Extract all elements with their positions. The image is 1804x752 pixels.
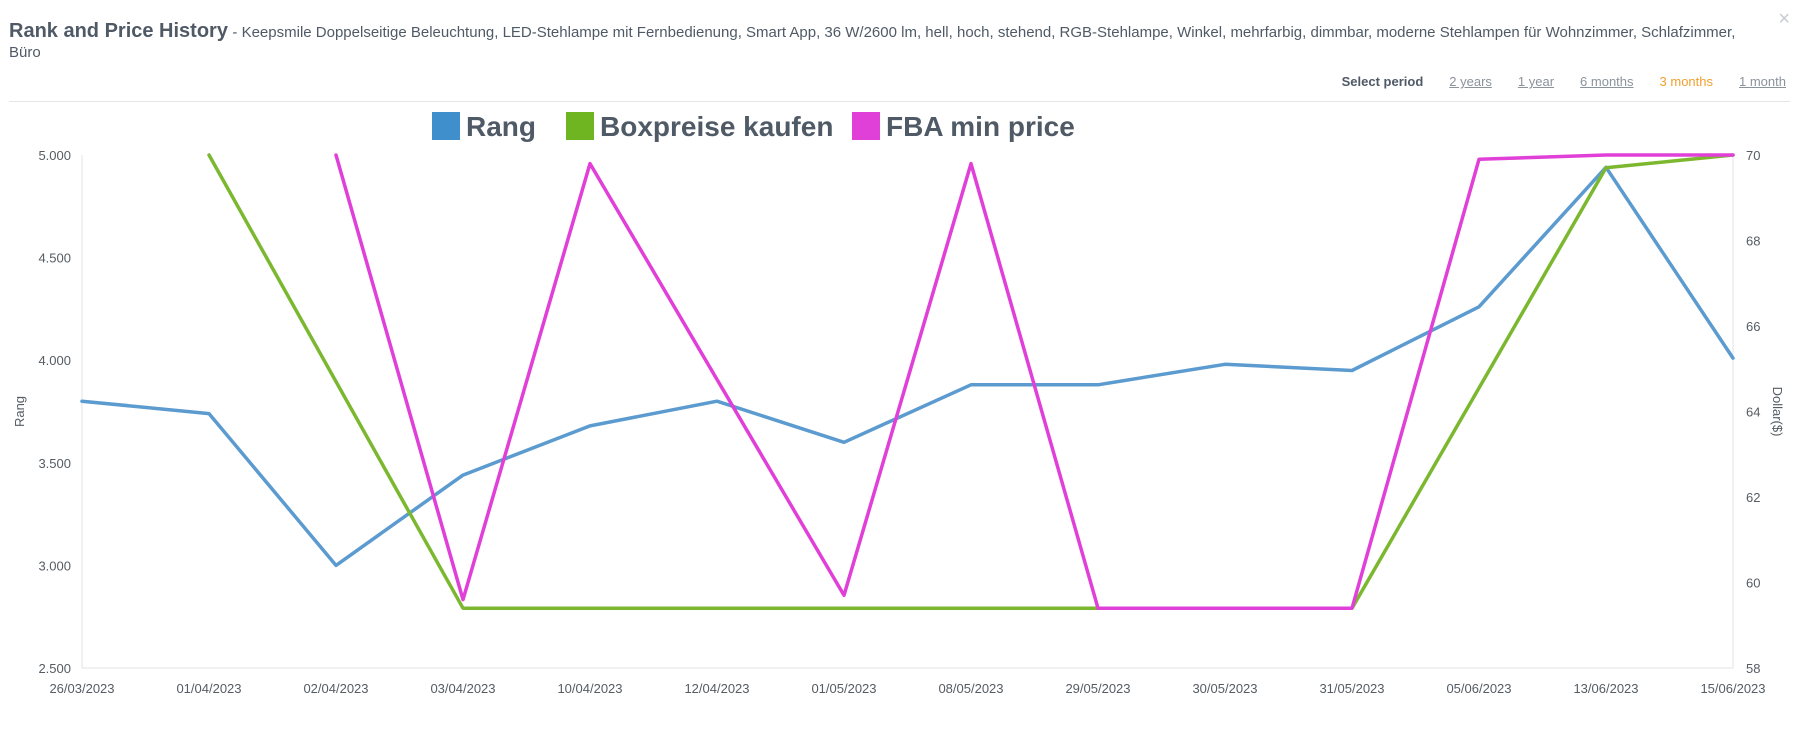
y-left-axis-label: Rang [12,396,27,427]
y-left-tick-label: 3.000 [38,558,71,573]
x-tick-label: 03/04/2023 [430,681,495,696]
x-tick-label: 26/03/2023 [49,681,114,696]
legend-swatch-3 [852,112,880,140]
x-tick-label: 05/06/2023 [1446,681,1511,696]
x-tick-label: 08/05/2023 [938,681,1003,696]
y-right-tick-label: 70 [1746,148,1760,163]
series-line-1 [80,165,1735,568]
close-icon[interactable]: × [1778,8,1790,30]
y-left-tick-label: 2.500 [38,661,71,676]
legend-swatch-1 [432,112,460,140]
x-tick-label: 01/04/2023 [176,681,241,696]
period-label: Select period [1341,74,1424,89]
y-right-tick-label: 58 [1746,661,1760,676]
period-option-2-years[interactable]: 2 years [1449,74,1492,89]
x-tick-label: 10/04/2023 [557,681,622,696]
header: Rank and Price History - Keepsmile Doppe… [9,21,1749,63]
header-divider [9,101,1790,102]
legend-label-2: Boxpreise kaufen [600,111,833,142]
legend-label-1: Rang [466,111,536,142]
x-tick-label: 12/04/2023 [684,681,749,696]
product-subtitle: - Keepsmile Doppelseitige Beleuchtung, L… [9,24,1736,61]
y-left-tick-label: 4.500 [38,251,71,266]
period-selector: Select period 2 years 1 year 6 months 3 … [1342,74,1786,89]
y-right-tick-label: 68 [1746,234,1760,249]
x-tick-label: 02/04/2023 [303,681,368,696]
x-tick-label: 01/05/2023 [811,681,876,696]
legend-label-3: FBA min price [886,111,1075,142]
period-option-3-months[interactable]: 3 months [1659,74,1714,89]
y-right-tick-label: 66 [1746,319,1760,334]
x-tick-label: 31/05/2023 [1319,681,1384,696]
y-right-tick-label: 64 [1746,405,1760,420]
period-option-1-year[interactable]: 1 year [1517,74,1555,89]
page-title: Rank and Price History [9,20,228,42]
legend-swatch-2 [566,112,594,140]
y-left-tick-label: 4.000 [38,353,71,368]
y-left-tick-label: 3.500 [38,456,71,471]
x-tick-label: 29/05/2023 [1065,681,1130,696]
y-right-tick-label: 60 [1746,576,1760,591]
y-right-axis-label: Dollar($) [1770,387,1785,437]
series-line-3 [334,153,1735,610]
period-option-6-months[interactable]: 6 months [1580,74,1634,89]
y-right-tick-label: 62 [1746,490,1760,505]
period-option-1-month[interactable]: 1 month [1739,74,1786,89]
y-left-tick-label: 5.000 [38,148,71,163]
x-tick-label: 15/06/2023 [1700,681,1765,696]
x-tick-label: 30/05/2023 [1192,681,1257,696]
series-line-2 [207,153,1735,610]
x-tick-label: 13/06/2023 [1573,681,1638,696]
